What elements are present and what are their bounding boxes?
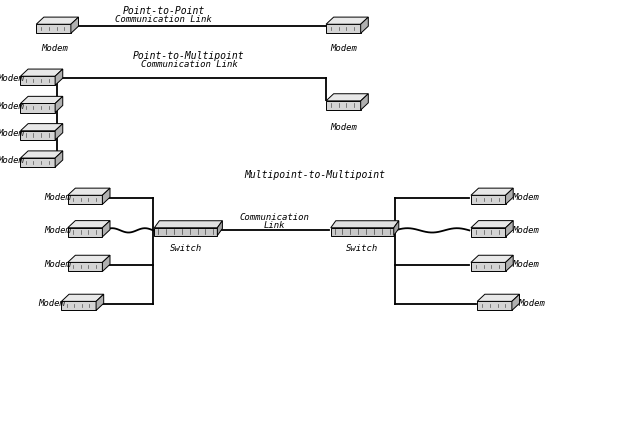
Polygon shape: [37, 24, 71, 33]
Polygon shape: [331, 228, 394, 236]
Polygon shape: [20, 131, 55, 140]
Text: Modem: Modem: [512, 226, 539, 235]
Polygon shape: [331, 221, 399, 228]
Polygon shape: [20, 151, 63, 158]
Polygon shape: [20, 97, 63, 103]
Text: Communication: Communication: [239, 213, 309, 222]
Polygon shape: [471, 188, 513, 195]
Polygon shape: [360, 17, 369, 33]
Text: Modem: Modem: [44, 261, 71, 269]
Text: Modem: Modem: [0, 74, 24, 83]
Polygon shape: [68, 255, 110, 262]
Polygon shape: [68, 228, 102, 237]
Polygon shape: [505, 188, 513, 204]
Polygon shape: [68, 188, 110, 195]
Polygon shape: [326, 94, 369, 101]
Polygon shape: [471, 262, 505, 271]
Text: Modem: Modem: [44, 226, 71, 235]
Polygon shape: [512, 294, 520, 310]
Polygon shape: [478, 294, 520, 301]
Polygon shape: [471, 255, 513, 262]
Text: Communication Link: Communication Link: [115, 15, 212, 24]
Text: Modem: Modem: [518, 300, 546, 308]
Polygon shape: [37, 17, 79, 24]
Text: Multipoint-to-Multipoint: Multipoint-to-Multipoint: [244, 170, 386, 181]
Polygon shape: [96, 294, 104, 310]
Polygon shape: [102, 255, 110, 271]
Polygon shape: [471, 195, 505, 204]
Polygon shape: [154, 228, 217, 236]
Text: Point-to-Multipoint: Point-to-Multipoint: [133, 51, 245, 61]
Polygon shape: [68, 262, 102, 271]
Text: Modem: Modem: [512, 194, 539, 202]
Polygon shape: [102, 188, 110, 204]
Polygon shape: [326, 17, 369, 24]
Text: Point-to-Point: Point-to-Point: [123, 6, 205, 16]
Text: Modem: Modem: [0, 156, 24, 165]
Polygon shape: [68, 195, 102, 204]
Polygon shape: [55, 124, 63, 140]
Polygon shape: [20, 69, 63, 76]
Polygon shape: [394, 221, 399, 236]
Polygon shape: [154, 221, 222, 228]
Text: Switch: Switch: [346, 245, 379, 253]
Text: Modem: Modem: [0, 129, 24, 138]
Polygon shape: [20, 124, 63, 131]
Polygon shape: [471, 220, 513, 228]
Polygon shape: [62, 301, 96, 310]
Text: Modem: Modem: [44, 194, 71, 202]
Polygon shape: [360, 94, 369, 110]
Text: Modem: Modem: [38, 300, 65, 308]
Text: Modem: Modem: [0, 102, 24, 110]
Text: Modem: Modem: [331, 123, 358, 132]
Polygon shape: [20, 76, 55, 85]
Polygon shape: [478, 301, 512, 310]
Polygon shape: [505, 220, 513, 237]
Polygon shape: [217, 221, 222, 236]
Polygon shape: [326, 24, 360, 33]
Polygon shape: [68, 220, 110, 228]
Polygon shape: [62, 294, 104, 301]
Text: Modem: Modem: [41, 45, 68, 53]
Polygon shape: [71, 17, 79, 33]
Polygon shape: [55, 151, 63, 167]
Polygon shape: [55, 97, 63, 113]
Polygon shape: [326, 101, 360, 110]
Text: Communication Link: Communication Link: [140, 61, 238, 69]
Text: Link: Link: [263, 221, 285, 229]
Text: Switch: Switch: [169, 245, 202, 253]
Text: Modem: Modem: [331, 45, 358, 53]
Polygon shape: [471, 228, 505, 237]
Polygon shape: [102, 220, 110, 237]
Polygon shape: [20, 103, 55, 113]
Polygon shape: [20, 158, 55, 167]
Polygon shape: [505, 255, 513, 271]
Text: Modem: Modem: [512, 261, 539, 269]
Polygon shape: [55, 69, 63, 85]
